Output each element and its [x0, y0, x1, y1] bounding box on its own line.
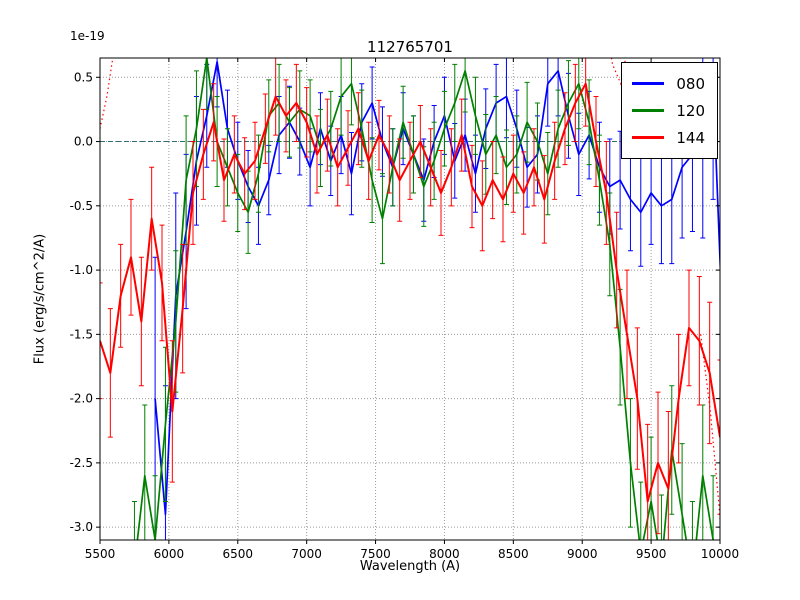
- svg-text:9500: 9500: [636, 547, 667, 561]
- legend-item-144: 144: [632, 124, 705, 151]
- svg-text:-3.0: -3.0: [70, 520, 93, 534]
- legend-line-sample-080: [632, 82, 665, 85]
- svg-text:0.5: 0.5: [74, 70, 93, 84]
- svg-text:0.0: 0.0: [74, 135, 93, 149]
- legend-label-144: 144: [676, 128, 705, 147]
- svg-text:10000: 10000: [701, 547, 739, 561]
- tick-marks: [96, 58, 721, 544]
- svg-text:-2.0: -2.0: [70, 392, 93, 406]
- legend-line-sample-144: [632, 136, 665, 139]
- svg-text:5500: 5500: [85, 547, 116, 561]
- y-tick-labels: 0.5 0.0 -0.5 -1.0 -1.5 -2.0 -2.5 -3.0: [70, 70, 93, 534]
- svg-text:-0.5: -0.5: [70, 199, 93, 213]
- legend: 080 120 144: [621, 62, 718, 159]
- svg-text:8000: 8000: [429, 547, 460, 561]
- svg-text:-1.5: -1.5: [70, 327, 93, 341]
- legend-item-120: 120: [632, 97, 705, 124]
- svg-text:-1.0: -1.0: [70, 263, 93, 277]
- legend-line-sample-120: [632, 109, 665, 112]
- svg-text:9000: 9000: [567, 547, 598, 561]
- dotted-fragment-2: [700, 334, 720, 527]
- svg-text:6500: 6500: [223, 547, 254, 561]
- svg-text:7000: 7000: [291, 547, 322, 561]
- axes-frame: [99, 57, 721, 541]
- x-tick-labels: 5500 6000 6500 7000 7500 8000 8500 9000 9500 1000…: [85, 547, 739, 561]
- svg-text:8500: 8500: [498, 547, 529, 561]
- svg-text:6000: 6000: [154, 547, 185, 561]
- svg-text:-2.5: -2.5: [70, 456, 93, 470]
- svg-text:7500: 7500: [360, 547, 391, 561]
- series-line-080: [154, 61, 720, 516]
- dotted-fragment-1: [610, 58, 627, 86]
- legend-label-080: 080: [676, 74, 705, 93]
- legend-label-120: 120: [676, 101, 705, 120]
- legend-item-080: 080: [632, 70, 705, 97]
- series-line-144: [100, 82, 720, 503]
